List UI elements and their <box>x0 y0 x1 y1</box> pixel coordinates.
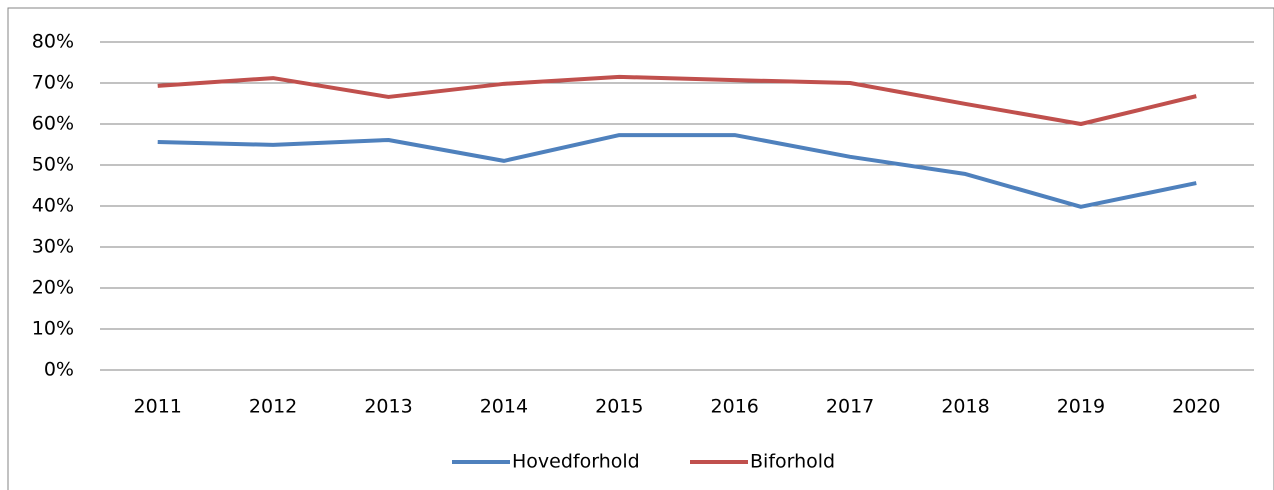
y-tick-label: 40% <box>32 195 74 217</box>
chart-frame <box>7 7 1274 490</box>
x-tick-label: 2017 <box>826 396 874 418</box>
series-line <box>157 133 1197 209</box>
legend-label: Biforhold <box>750 451 835 473</box>
x-tick-label: 2012 <box>249 396 297 418</box>
y-tick-label: 50% <box>32 154 74 176</box>
y-tick-label: 80% <box>32 31 74 53</box>
y-tick-label: 70% <box>32 72 74 94</box>
x-tick-label: 2013 <box>364 396 412 418</box>
y-tick-label: 20% <box>32 277 74 299</box>
series-line <box>157 74 1197 126</box>
x-tick-label: 2020 <box>1172 396 1220 418</box>
x-tick-label: 2016 <box>711 396 759 418</box>
x-tick-label: 2011 <box>134 396 182 418</box>
legend-label: Hovedforhold <box>512 451 640 473</box>
y-tick-label: 10% <box>32 318 74 340</box>
x-tick-label: 2014 <box>480 396 528 418</box>
y-tick-label: 60% <box>32 113 74 135</box>
x-tick-label: 2018 <box>941 396 989 418</box>
y-tick-label: 0% <box>44 359 74 381</box>
y-tick-label: 30% <box>32 236 74 258</box>
x-tick-label: 2015 <box>595 396 643 418</box>
x-tick-label: 2019 <box>1057 396 1105 418</box>
